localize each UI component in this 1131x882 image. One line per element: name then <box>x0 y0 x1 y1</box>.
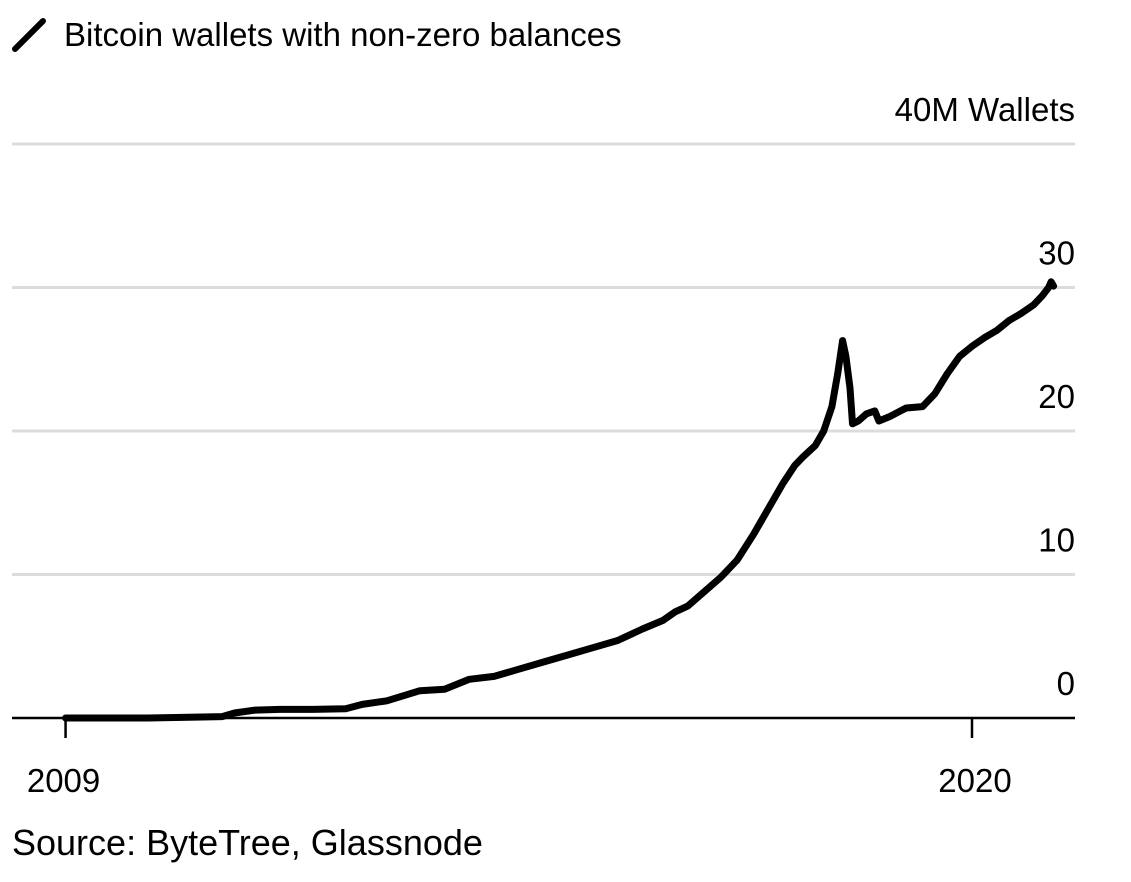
y-tick-label: 10 <box>1038 522 1075 559</box>
y-tick-label: 20 <box>1038 378 1075 415</box>
legend-line-swatch <box>12 18 46 52</box>
source-note: Source: ByteTree, Glassnode <box>12 822 483 863</box>
gridlines <box>12 142 1075 576</box>
y-tick-labels: 0 10 20 30 40M Wallets <box>895 91 1075 702</box>
x-tick-label: 2020 <box>938 762 1011 799</box>
x-tick-label: 2009 <box>27 762 100 799</box>
y-tick-label: 30 <box>1038 235 1075 272</box>
x-axis: 2009 2020 <box>12 716 1075 799</box>
series-line <box>62 278 1058 722</box>
legend: Bitcoin wallets with non-zero balances <box>12 16 622 53</box>
series-group <box>62 278 1058 722</box>
y-tick-label: 0 <box>1057 665 1075 702</box>
legend-label: Bitcoin wallets with non-zero balances <box>64 16 622 53</box>
y-tick-label: 40M Wallets <box>895 91 1075 128</box>
